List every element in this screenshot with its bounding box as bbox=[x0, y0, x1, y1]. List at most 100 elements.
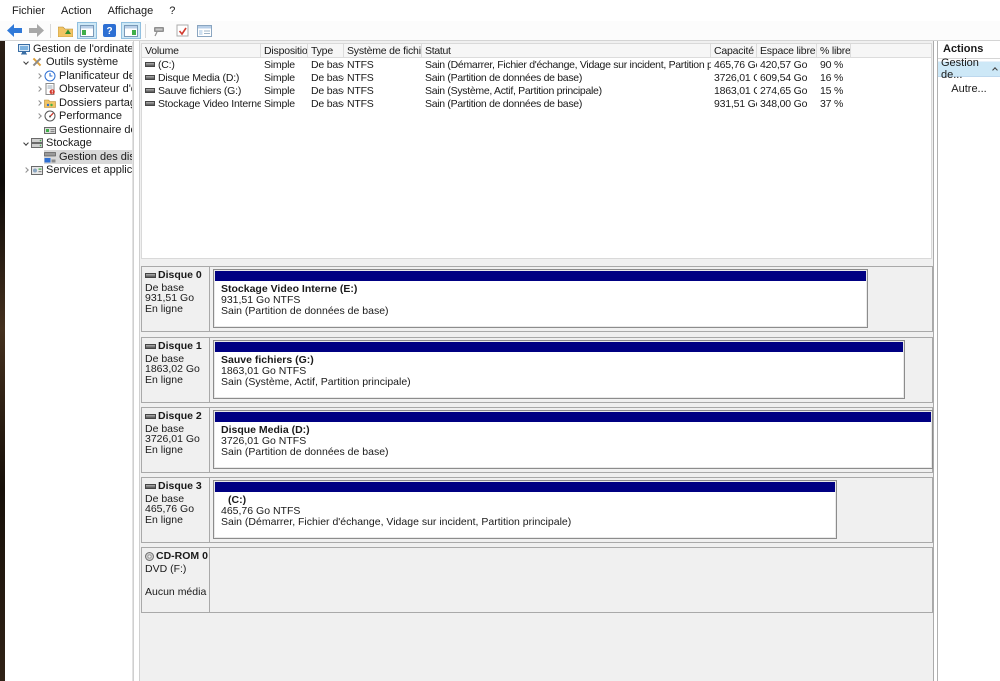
volume-icon bbox=[145, 62, 155, 67]
console-tree: Gestion de l'ordinateur (local) Outils s… bbox=[5, 42, 133, 681]
partition-status: Sain (Partition de données de base) bbox=[221, 304, 389, 317]
up-level-icon bbox=[57, 26, 73, 37]
forward-icon bbox=[28, 24, 44, 37]
selected-tree-item-highlight: Gestion des disques bbox=[44, 150, 132, 164]
partition-status: Sain (Partition de données de base) bbox=[221, 445, 389, 458]
volume-disposition: Simple bbox=[264, 71, 295, 84]
column-header-disposition[interactable]: Disposition bbox=[261, 44, 308, 57]
properties-panel-button[interactable] bbox=[194, 22, 214, 39]
menu-help[interactable]: ? bbox=[169, 4, 176, 17]
tree-item-observateur-evenements[interactable]: Observateur d'événeme bbox=[5, 83, 132, 97]
task-scheduler-clock-icon bbox=[44, 70, 56, 82]
tree-splitter[interactable] bbox=[133, 41, 140, 681]
cdrom-drive: DVD (F:) bbox=[145, 562, 187, 575]
show-console-tree-button[interactable] bbox=[77, 22, 97, 39]
menu-action[interactable]: Action bbox=[61, 4, 92, 17]
volume-statut: Sain (Démarrer, Fichier d'échange, Vidag… bbox=[425, 58, 711, 71]
storage-icon bbox=[31, 137, 43, 149]
tree-item-computer-management[interactable]: Gestion de l'ordinateur (local) bbox=[5, 42, 132, 56]
disk-1-label[interactable]: Disque 1 De base 1863,02 Go En ligne bbox=[142, 338, 210, 402]
column-header-filesystem[interactable]: Système de fichiers bbox=[344, 44, 422, 57]
partition-size: 465,76 Go NTFS bbox=[221, 504, 301, 517]
volume-pct-libres: 90 % bbox=[820, 58, 844, 71]
expand-chevron-icon[interactable] bbox=[20, 167, 31, 174]
partition-block-g[interactable]: Sauve fichiers (G:) 1863,01 Go NTFS Sain… bbox=[213, 340, 905, 399]
tree-item-planificateur[interactable]: Planificateur de tâches bbox=[5, 69, 132, 83]
volume-pct-libres: 15 % bbox=[820, 84, 844, 97]
menu-affichage[interactable]: Affichage bbox=[107, 4, 154, 17]
partition-type-bar bbox=[215, 482, 835, 492]
actions-item-autre[interactable]: Autre... bbox=[951, 83, 987, 95]
partition-block-e[interactable]: Stockage Video Interne (E:) 931,51 Go NT… bbox=[213, 269, 868, 328]
tree-item-outils-systeme[interactable]: Outils système bbox=[5, 56, 132, 70]
disk-row-0: Disque 0 De base 931,51 Go En ligne Stoc… bbox=[141, 266, 933, 332]
volume-row-stockage-video[interactable]: Stockage Video Interne (E:) Simple De ba… bbox=[142, 97, 931, 110]
disk-2-label[interactable]: Disque 2 De base 3726,01 Go En ligne bbox=[142, 408, 210, 472]
expand-chevron-icon[interactable] bbox=[33, 113, 44, 120]
help-button[interactable]: ? bbox=[99, 22, 119, 39]
volume-name: Stockage Video Interne (E:) bbox=[158, 97, 261, 110]
column-header-volume[interactable]: Volume bbox=[142, 44, 261, 57]
tree-item-label: Gestionnaire de périphé bbox=[59, 123, 132, 136]
partition-block-d[interactable]: Disque Media (D:) 3726,01 Go NTFS Sain (… bbox=[213, 410, 933, 469]
volume-capacite: 1863,01 Go bbox=[714, 84, 757, 97]
volume-statut: Sain (Système, Actif, Partition principa… bbox=[425, 84, 602, 97]
back-button[interactable] bbox=[4, 22, 24, 39]
tree-item-label: Planificateur de tâches bbox=[59, 69, 132, 82]
volume-list: Volume Disposition Type Système de fichi… bbox=[141, 43, 932, 259]
show-action-pane-button[interactable] bbox=[121, 22, 141, 39]
tree-item-stockage[interactable]: Stockage bbox=[5, 137, 132, 151]
properties-panel-icon bbox=[196, 24, 212, 37]
expand-chevron-icon[interactable] bbox=[33, 86, 44, 93]
menu-bar: Fichier Action Affichage ? bbox=[0, 0, 1000, 21]
computer-icon bbox=[18, 43, 30, 55]
disk-name: Disque 0 bbox=[158, 269, 202, 281]
event-viewer-icon bbox=[44, 83, 56, 96]
volume-row-sauve-fichiers[interactable]: Sauve fichiers (G:) Simple De base NTFS … bbox=[142, 84, 931, 97]
cdrom-label[interactable]: CD-ROM 0 DVD (F:) Aucun média bbox=[142, 548, 210, 612]
disk-icon bbox=[145, 413, 156, 419]
column-header-capacite[interactable]: Capacité bbox=[711, 44, 757, 57]
volume-name: Sauve fichiers (G:) bbox=[158, 84, 242, 97]
disk-row-3: Disque 3 De base 465,76 Go En ligne (C:)… bbox=[141, 477, 933, 543]
disk-row-2: Disque 2 De base 3726,01 Go En ligne Dis… bbox=[141, 407, 933, 473]
disk-management-pane: Volume Disposition Type Système de fichi… bbox=[140, 41, 934, 681]
volume-espace-libre: 348,00 Go bbox=[760, 97, 808, 110]
expand-chevron-icon[interactable] bbox=[33, 72, 44, 79]
column-header-espace-libre[interactable]: Espace libre bbox=[757, 44, 817, 57]
volume-filesystem: NTFS bbox=[347, 97, 374, 110]
forward-button[interactable] bbox=[26, 22, 46, 39]
column-header-pct-libres[interactable]: % libres bbox=[817, 44, 851, 57]
column-header-type[interactable]: Type bbox=[308, 44, 344, 57]
partition-block-c[interactable]: (C:) 465,76 Go NTFS Sain (Démarrer, Fich… bbox=[213, 480, 837, 539]
column-header-statut[interactable]: Statut bbox=[422, 44, 711, 57]
volume-row-c[interactable]: (C:) Simple De base NTFS Sain (Démarrer,… bbox=[142, 58, 931, 71]
partition-size: 931,51 Go NTFS bbox=[221, 293, 301, 306]
check-task-button[interactable] bbox=[172, 22, 192, 39]
disk-capacity: 465,76 Go bbox=[145, 503, 195, 515]
collapse-chevron-icon[interactable] bbox=[20, 140, 31, 147]
disk-state: En ligne bbox=[145, 302, 183, 315]
disk-icon bbox=[145, 272, 156, 278]
collapse-up-chevron-icon[interactable] bbox=[992, 67, 998, 73]
check-task-icon bbox=[176, 24, 188, 37]
expand-chevron-icon[interactable] bbox=[33, 99, 44, 106]
tree-item-services-applications[interactable]: Services et applications bbox=[5, 164, 132, 178]
shared-folders-icon bbox=[44, 97, 56, 109]
console-pin-button[interactable] bbox=[150, 22, 170, 39]
disk-type: De base bbox=[145, 352, 185, 365]
volume-filesystem: NTFS bbox=[347, 71, 374, 84]
tree-item-dossiers-partages[interactable]: Dossiers partagés bbox=[5, 96, 132, 110]
show-console-tree-icon bbox=[80, 24, 94, 37]
up-level-button[interactable] bbox=[55, 22, 75, 39]
tree-item-gestionnaire-peripheriques[interactable]: Gestionnaire de périphé bbox=[5, 123, 132, 137]
collapse-chevron-icon[interactable] bbox=[20, 59, 31, 66]
tree-item-performance[interactable]: Performance bbox=[5, 110, 132, 124]
menu-fichier[interactable]: Fichier bbox=[12, 4, 46, 17]
tree-item-gestion-des-disques[interactable]: Gestion des disques bbox=[5, 150, 132, 164]
disk-3-label[interactable]: Disque 3 De base 465,76 Go En ligne bbox=[142, 478, 210, 542]
volume-row-disque-media[interactable]: Disque Media (D:) Simple De base NTFS Sa… bbox=[142, 71, 931, 84]
disk-0-label[interactable]: Disque 0 De base 931,51 Go En ligne bbox=[142, 267, 210, 331]
actions-group-gestion-des-disques[interactable]: Gestion de... bbox=[938, 57, 1000, 81]
tree-item-label: Outils système bbox=[46, 56, 119, 69]
